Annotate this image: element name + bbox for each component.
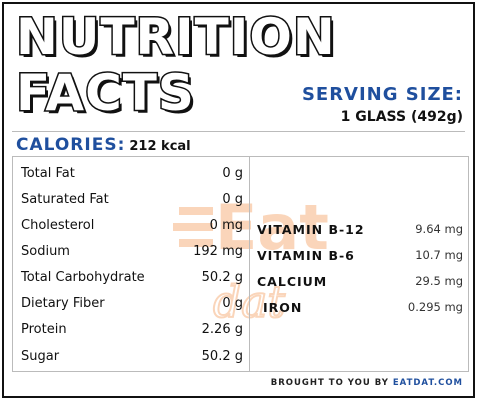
vitamin-row-calcium: CALCIUM 29.5 mg (257, 268, 468, 294)
calories-label: CALORIES: (16, 135, 126, 155)
nutrient-row-sugar: Sugar 50.2 g (13, 343, 249, 369)
nutrient-value: 192 mg (193, 243, 243, 259)
nutrient-label: Sugar (21, 348, 60, 364)
nutrient-label: Cholesterol (21, 217, 95, 233)
nutrient-label: Sodium (21, 243, 70, 259)
nutrient-row-protein: Protein 2.26 g (13, 316, 249, 342)
nutrient-row-dietary-fiber: Dietary Fiber 0 g (13, 290, 249, 316)
vitamin-label: IRON (263, 299, 303, 315)
vitamin-row-iron: IRON 0.295 mg (257, 294, 468, 320)
nutrient-row-saturated-fat: Saturated Fat 0 g (13, 186, 249, 212)
vitamin-value: 10.7 mg (415, 248, 463, 262)
nutrient-row-total-carbohydrate: Total Carbohydrate 50.2 g (13, 264, 249, 290)
divider (12, 131, 465, 132)
footer-credit: BROUGHT TO YOU BY EATDAT.COM (271, 378, 463, 388)
vitamin-value: 29.5 mg (415, 274, 463, 288)
calories-row: CALORIES: 212 kcal (16, 135, 191, 155)
title-line-1: NUTRITION (15, 8, 337, 66)
nutrient-value: 0 g (222, 191, 243, 207)
footer-prefix: BROUGHT TO YOU BY (270, 378, 389, 388)
nutrition-table: Eat dat Total Fat 0 g Saturated Fat 0 g … (12, 156, 469, 372)
calories-value: 212 kcal (129, 139, 191, 154)
vitamin-label: CALCIUM (257, 273, 328, 289)
nutrient-label: Dietary Fiber (21, 295, 105, 311)
vitamin-value: 0.295 mg (407, 300, 463, 314)
nutrient-label: Total Carbohydrate (21, 269, 145, 285)
nutrient-value: 50.2 g (201, 348, 243, 364)
title-line-2: FACTS (15, 64, 196, 122)
vitamin-label: VITAMIN B-6 (257, 247, 355, 263)
column-divider (249, 157, 250, 371)
watermark-text: Eat (215, 191, 329, 264)
nutrient-value: 2.26 g (201, 321, 243, 337)
vitamin-value: 9.64 mg (415, 222, 463, 236)
nutrient-value: 50.2 g (201, 269, 243, 285)
nutrient-value: 0 mg (209, 217, 243, 233)
vitamin-row-b6: VITAMIN B-6 10.7 mg (257, 242, 468, 268)
nutrient-value: 0 g (222, 295, 243, 311)
vitamin-label: VITAMIN B-12 (257, 221, 365, 237)
nutrient-label: Saturated Fat (21, 191, 109, 207)
nutrient-value: 0 g (222, 165, 243, 181)
nutrient-label: Protein (21, 321, 67, 337)
vitamin-row-b12: VITAMIN B-12 9.64 mg (257, 216, 468, 242)
nutrient-row-total-fat: Total Fat 0 g (13, 160, 249, 186)
nutrient-row-cholesterol: Cholesterol 0 mg (13, 212, 249, 238)
serving-size-value: 1 GLASS (492g) (340, 109, 463, 125)
nutrient-label: Total Fat (21, 165, 75, 181)
serving-size-label: SERVING SIZE: (301, 84, 463, 105)
footer-brand-link[interactable]: EATDAT.COM (392, 378, 463, 388)
nutrient-row-sodium: Sodium 192 mg (13, 238, 249, 264)
